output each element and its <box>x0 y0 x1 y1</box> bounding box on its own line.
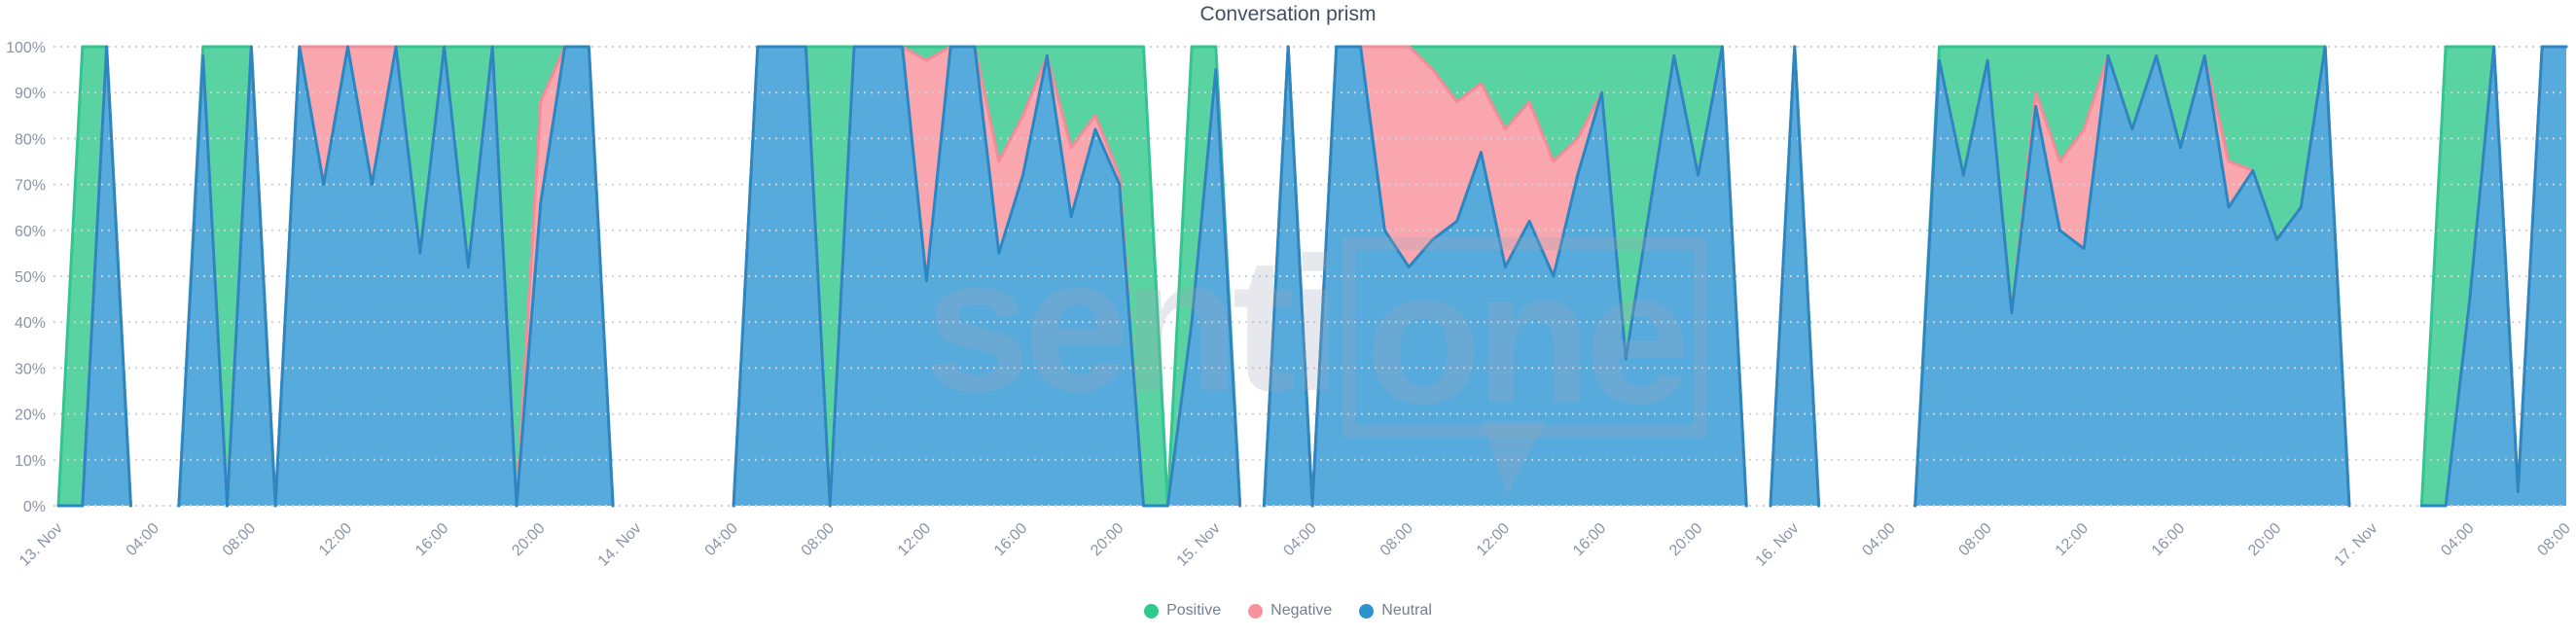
chart-title: Conversation prism <box>1199 3 1377 25</box>
legend-label-positive: Positive <box>1166 602 1222 619</box>
x-axis-label: 17. Nov <box>2332 520 2381 570</box>
x-axis-label: 15. Nov <box>1174 520 1224 570</box>
x-axis-label: 20:00 <box>1666 520 1705 559</box>
y-axis-label: 0% <box>23 499 46 515</box>
y-axis-label: 40% <box>15 315 46 332</box>
x-axis-label: 12:00 <box>2053 520 2092 559</box>
y-axis-label: 50% <box>15 269 46 286</box>
x-axis-label: 16:00 <box>412 520 451 559</box>
x-axis-label: 08:00 <box>799 520 838 559</box>
x-axis-label: 12:00 <box>895 520 934 559</box>
x-axis-label: 04:00 <box>702 520 741 559</box>
y-axis-label: 80% <box>15 131 46 148</box>
x-axis-label: 04:00 <box>1280 520 1319 559</box>
legend-label-negative: Negative <box>1270 602 1333 619</box>
x-axis-label: 20:00 <box>2245 520 2284 559</box>
y-axis-label: 70% <box>15 178 46 195</box>
legend: Positive Negative Neutral <box>0 602 2576 620</box>
x-axis-label: 16:00 <box>2149 520 2188 559</box>
x-axis-label: 08:00 <box>220 520 259 559</box>
negative-swatch-icon <box>1248 603 1264 619</box>
x-axis-label: 12:00 <box>316 520 355 559</box>
x-axis-label: 14. Nov <box>595 520 645 570</box>
series-lines <box>56 45 2568 508</box>
x-axis-label: 08:00 <box>2534 520 2573 559</box>
x-axis-label: 20:00 <box>1088 520 1127 559</box>
y-axis-label: 20% <box>15 408 46 424</box>
x-axis-label: 16:00 <box>991 520 1030 559</box>
y-axis-label: 60% <box>15 224 46 240</box>
series-fills <box>58 47 2566 506</box>
x-axis-label: 16. Nov <box>1753 520 1803 570</box>
y-axis-label: 100% <box>6 40 46 56</box>
legend-item-neutral[interactable]: Neutral <box>1359 602 1432 620</box>
x-axis-label: 12:00 <box>1474 520 1513 559</box>
neutral-swatch-icon <box>1359 603 1375 619</box>
x-axis-label: 16:00 <box>1570 520 1609 559</box>
x-axis-label: 04:00 <box>2438 520 2477 559</box>
x-axis-label: 08:00 <box>1956 520 1995 559</box>
legend-item-negative[interactable]: Negative <box>1248 602 1332 620</box>
x-axis-label: 08:00 <box>1377 520 1416 559</box>
x-axis-label: 04:00 <box>1859 520 1898 559</box>
x-axis-label: 13. Nov <box>17 520 66 570</box>
legend-label-neutral: Neutral <box>1381 602 1432 619</box>
legend-item-positive[interactable]: Positive <box>1144 602 1221 620</box>
x-axis-label: 20:00 <box>509 520 548 559</box>
positive-swatch-icon <box>1144 603 1160 619</box>
y-axis-label: 90% <box>15 86 46 102</box>
y-axis-label: 10% <box>15 453 46 470</box>
y-axis-label: 30% <box>15 361 46 377</box>
x-axis-label: 04:00 <box>124 520 162 559</box>
